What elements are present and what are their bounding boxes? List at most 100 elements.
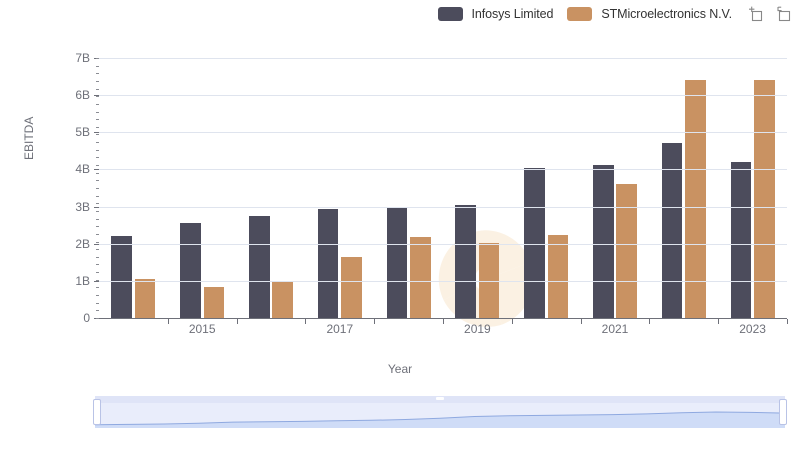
gridline — [99, 169, 787, 171]
x-axis-tick — [305, 319, 307, 324]
x-axis-tick — [374, 319, 376, 324]
y-axis-minor-tick — [96, 318, 99, 319]
y-axis-minor-tick — [96, 210, 99, 212]
bar-stmicroelectronics-n-v-2022[interactable] — [685, 79, 706, 318]
x-axis-tick — [787, 319, 788, 324]
bar-infosys-limited-2023[interactable] — [730, 162, 752, 318]
gridline — [99, 280, 787, 282]
x-axis-tick-label: 2021 — [601, 322, 629, 336]
y-axis-minor-tick — [96, 203, 99, 205]
bar-stmicroelectronics-n-v-2023[interactable] — [753, 80, 775, 318]
bar-stmicroelectronics-n-v-2018[interactable] — [409, 236, 431, 318]
y-axis-minor-tick — [96, 233, 99, 235]
bar-stmicroelectronics-n-v-2020[interactable] — [547, 235, 569, 318]
bar-stmicroelectronics-n-v-2015[interactable] — [203, 286, 225, 318]
gridline — [99, 132, 787, 134]
bar-stmicroelectronics-n-v-2017[interactable] — [341, 256, 362, 318]
bar-infosys-limited-2022[interactable] — [661, 143, 683, 318]
y-axis-minor-tick — [96, 165, 99, 167]
plot-area — [99, 58, 787, 327]
x-axis-title: Year — [387, 362, 413, 376]
bar-infosys-limited-2018[interactable] — [386, 207, 408, 318]
bar-stmicroelectronics-n-v-2016[interactable] — [272, 281, 293, 318]
gridline — [99, 58, 787, 59]
y-axis-minor-tick — [96, 96, 99, 98]
y-axis-tick — [94, 95, 99, 97]
y-axis-tick-label: 7B — [75, 51, 90, 65]
chart-legend: Infosys Limited STMicroelectronics N.V. — [437, 2, 797, 26]
y-axis-minor-tick — [96, 287, 99, 289]
range-slider-handle-left[interactable] — [93, 399, 101, 425]
y-axis-minor-tick — [96, 256, 99, 258]
y-axis-tick — [94, 206, 99, 208]
x-axis-tick — [580, 319, 582, 324]
range-slider-line — [95, 411, 785, 426]
y-axis-tick-label: 3B — [75, 199, 90, 214]
y-axis-tick-label: 2B — [75, 236, 90, 251]
y-axis-minor-tick — [96, 58, 99, 59]
legend-label-stmicroelectronics: STMicroelectronics N.V. — [601, 7, 732, 21]
bar-stmicroelectronics-n-v-2019[interactable] — [478, 242, 500, 318]
y-axis-minor-tick — [96, 188, 99, 189]
y-axis-minor-tick — [96, 302, 99, 304]
gridline — [99, 95, 787, 97]
y-axis-minor-tick — [96, 218, 99, 220]
legend-swatch-infosys — [437, 7, 463, 21]
bar-infosys-limited-2021[interactable] — [592, 164, 614, 318]
x-axis-tick — [236, 319, 238, 324]
y-axis-minor-tick — [96, 65, 99, 67]
bar-infosys-limited-2014[interactable] — [111, 235, 132, 318]
y-axis-tick — [94, 132, 99, 134]
x-axis-tick-label: 2019 — [464, 322, 491, 336]
y-axis-tick-label: 6B — [75, 88, 90, 103]
x-axis-tick-label: 2023 — [739, 322, 766, 336]
y-axis-minor-tick — [96, 157, 99, 159]
range-slider-handle-right[interactable] — [779, 399, 787, 425]
y-axis-minor-tick — [96, 310, 99, 312]
bar-infosys-limited-2015[interactable] — [180, 222, 201, 318]
y-axis-tick — [94, 280, 99, 282]
y-axis-minor-tick — [96, 180, 99, 182]
x-axis-tick — [718, 319, 720, 324]
y-axis-minor-tick — [96, 295, 99, 297]
y-axis-tick-label: 1B — [75, 273, 90, 288]
y-axis-minor-tick — [96, 172, 99, 174]
range-slider-area — [95, 412, 785, 428]
y-axis-minor-tick — [96, 103, 99, 105]
legend-swatch-stmicroelectronics — [567, 7, 593, 21]
y-axis-minor-tick — [96, 142, 99, 144]
y-axis-minor-tick — [96, 119, 99, 121]
y-axis-minor-tick — [96, 111, 99, 113]
legend-item-infosys[interactable]: Infosys Limited — [437, 7, 554, 21]
y-axis-minor-tick — [96, 264, 99, 266]
x-axis-tick — [649, 319, 651, 324]
y-axis-minor-tick — [96, 149, 99, 151]
bar-stmicroelectronics-n-v-2021[interactable] — [616, 184, 637, 318]
bar-infosys-limited-2019[interactable] — [455, 205, 476, 318]
zoom-rect-icon[interactable] — [748, 6, 764, 22]
y-axis-minor-tick — [96, 226, 99, 228]
legend-label-infosys: Infosys Limited — [471, 7, 554, 21]
bar-infosys-limited-2016[interactable] — [248, 216, 270, 318]
x-axis-line — [99, 318, 787, 319]
range-slider[interactable] — [93, 396, 787, 428]
bar-infosys-limited-2017[interactable] — [317, 209, 339, 318]
bar-infosys-limited-2020[interactable] — [524, 167, 545, 318]
restore-zoom-icon[interactable] — [776, 6, 792, 22]
bar-stmicroelectronics-n-v-2014[interactable] — [134, 278, 156, 318]
range-slider-grip[interactable] — [436, 397, 444, 400]
y-axis-title: EBITDA — [22, 116, 36, 160]
range-slider-band[interactable] — [95, 396, 785, 403]
y-axis-minor-tick — [96, 88, 99, 90]
y-axis-minor-tick — [96, 241, 99, 243]
y-axis-tick-label: 0 — [83, 311, 90, 325]
legend-item-stmicroelectronics[interactable]: STMicroelectronics N.V. — [567, 7, 732, 21]
y-axis-minor-tick — [96, 249, 99, 251]
x-axis-tick-label: 2015 — [188, 322, 216, 336]
gridline — [99, 206, 787, 208]
y-axis-labels: 0 1B 2B 3B 4B 5B 6B 7B — [50, 51, 90, 325]
y-axis-tick — [94, 169, 99, 171]
y-axis-minor-tick — [96, 73, 99, 75]
range-slider-preview — [95, 411, 785, 428]
